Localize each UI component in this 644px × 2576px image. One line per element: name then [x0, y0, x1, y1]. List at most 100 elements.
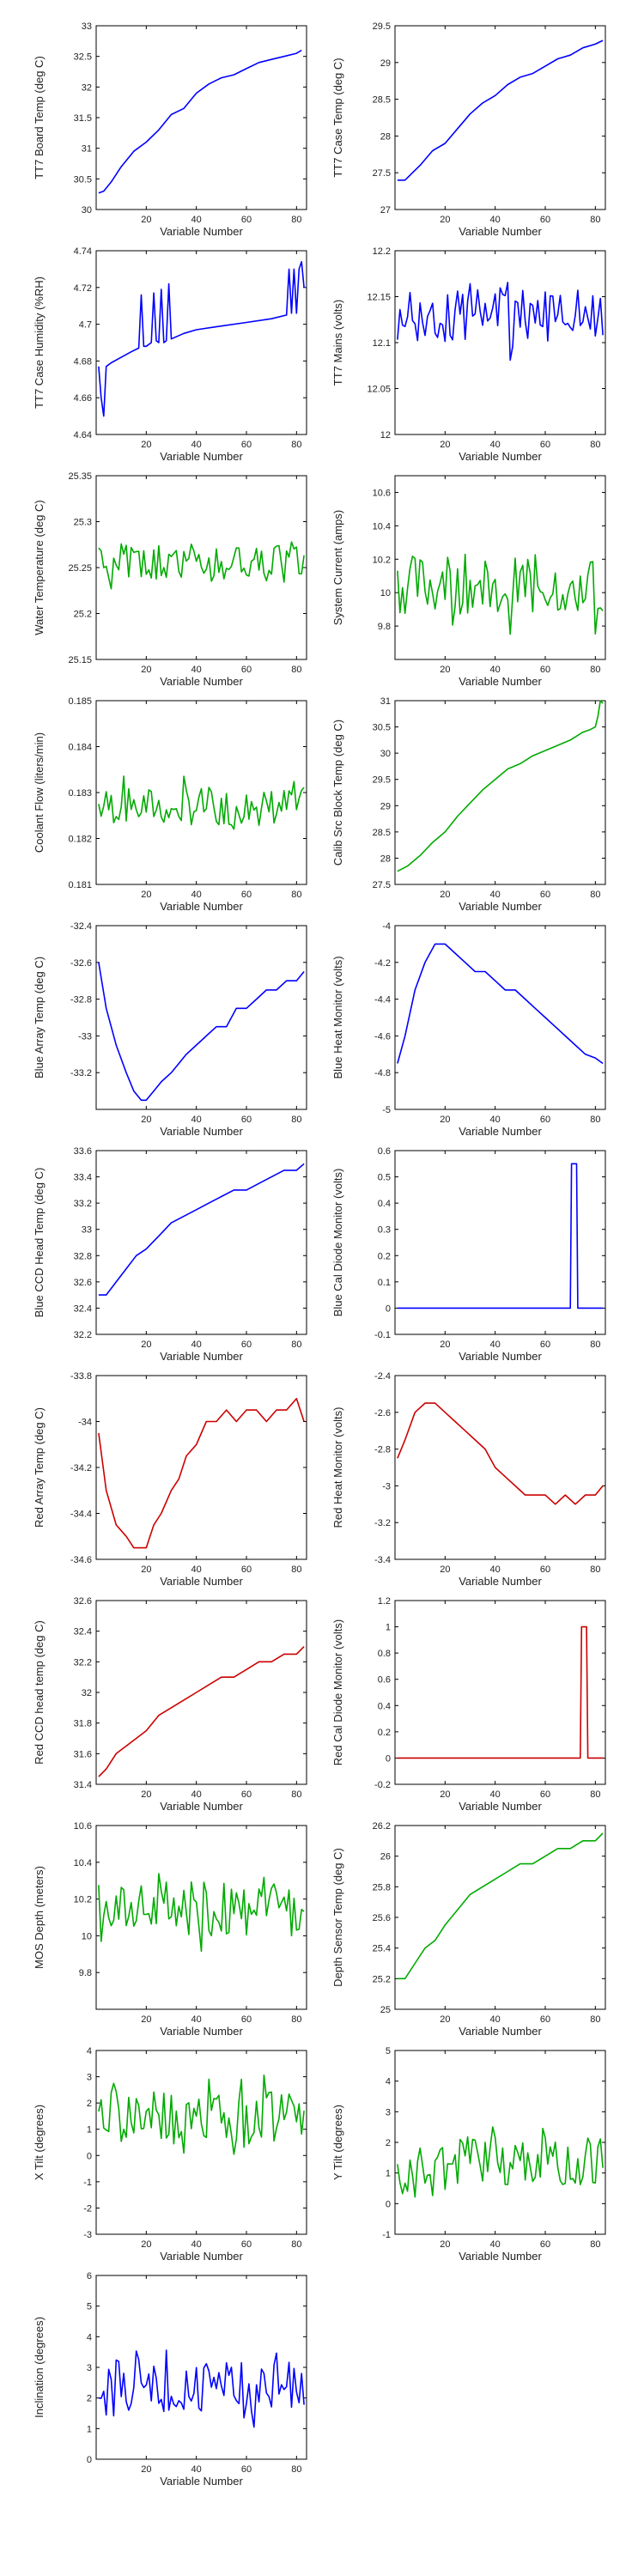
x-tick-label: 80	[291, 1564, 301, 1575]
y-tick-label: 32.8	[74, 1251, 92, 1261]
chart-panel-10: -5 -4.8 -4.6 -4.4 -4.2 -4 20 40 60 80 Variable Num…	[331, 921, 606, 1138]
y-tick-label: 4.66	[74, 393, 92, 404]
y-tick-label: 28.5	[373, 828, 391, 838]
y-tick-label: 32.6	[74, 1278, 92, 1288]
y-tick-label: 12.1	[373, 338, 391, 349]
y-tick-label: 3	[386, 2107, 391, 2117]
x-tick-label: 60	[241, 1340, 252, 1350]
y-tick-label: 1	[386, 2169, 391, 2179]
y-tick-label: 10.4	[74, 1858, 92, 1868]
y-tick-label: 0.185	[68, 696, 92, 707]
x-tick-label: 20	[440, 215, 450, 225]
y-axis-label: Red Cal Diode Monitor (volts)	[331, 1619, 344, 1766]
y-tick-label: 25.8	[373, 1882, 391, 1893]
x-tick-label: 60	[540, 1789, 550, 1800]
y-tick-label: 3	[87, 2073, 92, 2083]
x-axis-label: Variable Number	[459, 1125, 542, 1138]
x-tick-label: 60	[241, 440, 252, 450]
y-tick-label: 0.2	[378, 1728, 391, 1738]
x-tick-label: 80	[291, 1115, 301, 1125]
x-tick-label: 40	[490, 2239, 501, 2250]
y-tick-label: 10.6	[74, 1821, 92, 1832]
x-tick-label: 60	[241, 2239, 252, 2250]
x-tick-label: 40	[191, 2014, 202, 2025]
x-tick-label: 60	[241, 215, 252, 225]
y-tick-label: -34	[78, 1418, 92, 1428]
series-line	[397, 943, 604, 1065]
x-tick-label: 60	[241, 1789, 252, 1800]
x-axis-label: Variable Number	[459, 2250, 542, 2263]
x-axis-label: Variable Number	[459, 675, 542, 688]
y-tick-label: -4.4	[374, 995, 391, 1005]
chart-panel-18: 25 25.2 25.4 25.6 25.8 26 26.2 20 40 60 80 Variable…	[331, 1821, 606, 2038]
y-tick-label: 4.68	[74, 356, 92, 367]
y-tick-label: 33	[82, 21, 92, 32]
x-tick-label: 40	[191, 1789, 202, 1800]
series-line	[98, 962, 305, 1102]
x-tick-label: 80	[590, 665, 600, 675]
x-axis-label: Variable Number	[459, 1575, 542, 1588]
y-tick-label: 4.64	[74, 430, 92, 440]
x-tick-label: 60	[540, 2239, 550, 2250]
y-tick-label: 4.74	[74, 246, 92, 257]
y-axis-label: Calib Src Block Temp (deg C)	[331, 720, 344, 866]
chart-panel-13: -34.6 -34.4 -34.2 -34 -33.8 20 40 60 80 Variable …	[33, 1371, 307, 1588]
y-axis-label: TT7 Board Temp (deg C)	[33, 56, 46, 179]
y-tick-label: 32.5	[74, 52, 92, 63]
y-tick-label: 25.2	[373, 1974, 391, 1984]
y-tick-label: 33	[82, 1225, 92, 1236]
x-tick-label: 80	[590, 1564, 600, 1575]
y-tick-label: 12	[380, 430, 391, 440]
chart-panel-11: 32.2 32.4 32.6 32.8 33 33.2 33.4 33.6 20 40 60 80 Va…	[33, 1146, 307, 1363]
x-axis-label: Variable Number	[160, 1575, 243, 1588]
y-tick-label: 32.4	[74, 1303, 92, 1314]
y-tick-label: 10	[82, 1931, 92, 1941]
x-tick-label: 60	[241, 1564, 252, 1575]
x-tick-label: 40	[490, 1789, 501, 1800]
plot-frame	[394, 1600, 606, 1785]
y-tick-label: -4	[382, 921, 391, 932]
y-tick-label: 32.2	[74, 1330, 92, 1340]
x-axis-label: Variable Number	[459, 900, 542, 913]
y-tick-label: -5	[382, 1105, 391, 1115]
y-tick-label: 0	[87, 2151, 92, 2161]
y-axis-label: TT7 Case Temp (deg C)	[331, 58, 344, 177]
x-tick-label: 80	[590, 440, 600, 450]
y-tick-label: 1	[386, 1623, 391, 1633]
x-tick-label: 40	[191, 665, 202, 675]
x-tick-label: 40	[191, 1340, 202, 1350]
series-line	[397, 39, 604, 181]
y-tick-label: 9.8	[79, 1968, 92, 1978]
y-tick-label: -4.2	[374, 958, 391, 969]
x-tick-label: 40	[191, 2464, 202, 2475]
x-tick-label: 20	[141, 2014, 151, 2025]
x-axis-label: Variable Number	[160, 2250, 243, 2263]
y-axis-label: Blue Heat Monitor (volts)	[331, 956, 344, 1078]
series-line	[397, 1402, 604, 1505]
x-tick-label: 40	[191, 2239, 202, 2250]
x-tick-label: 20	[440, 1564, 450, 1575]
series-line	[397, 2126, 604, 2198]
plot-frame	[95, 250, 307, 435]
y-tick-label: 28	[380, 854, 391, 864]
y-tick-label: 30	[380, 749, 391, 759]
y-tick-label: 1.2	[378, 1596, 391, 1607]
x-tick-label: 40	[490, 2014, 501, 2025]
x-tick-label: 80	[590, 1789, 600, 1800]
y-tick-label: 0.3	[378, 1225, 391, 1236]
plot-frame	[95, 925, 307, 1110]
y-axis-label: MOS Depth (meters)	[33, 1866, 46, 1969]
y-tick-label: 0.182	[68, 835, 92, 845]
x-axis-label: Variable Number	[160, 1125, 243, 1138]
x-axis-label: Variable Number	[160, 2025, 243, 2038]
y-tick-label: 3	[87, 2363, 92, 2373]
y-axis-label: Water Temperature (deg C)	[33, 500, 46, 635]
y-tick-label: 29.5	[373, 21, 391, 32]
plot-frame	[394, 250, 606, 435]
x-tick-label: 60	[540, 890, 550, 900]
x-tick-label: 40	[490, 440, 501, 450]
y-tick-label: 2	[386, 2138, 391, 2148]
y-tick-label: 0.2	[378, 1251, 391, 1261]
chart-panel-17: 9.8 10 10.2 10.4 10.6 20 40 60 80 Variable Number…	[33, 1821, 307, 2038]
x-tick-label: 80	[291, 1340, 301, 1350]
